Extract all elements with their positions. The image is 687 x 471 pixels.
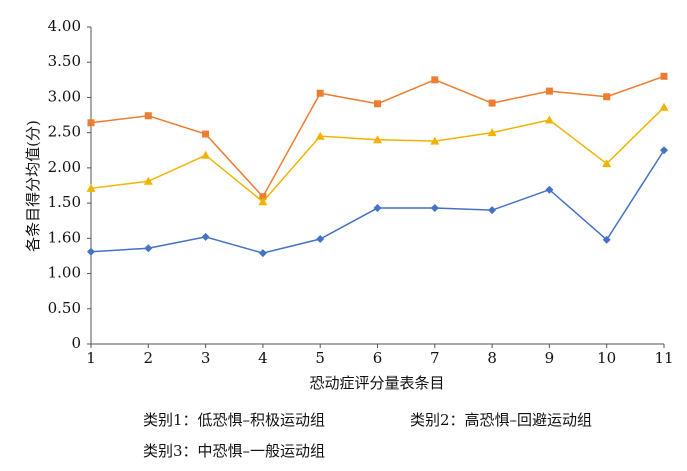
x-tick-label: 5 <box>315 349 325 367</box>
point <box>660 72 668 80</box>
point <box>545 185 554 194</box>
x-tick-label: 8 <box>487 349 497 367</box>
point <box>660 146 668 155</box>
point <box>373 135 382 144</box>
legend-label: 类别3：中恐惧–一般运动组 <box>143 442 325 460</box>
point <box>144 244 153 253</box>
point <box>143 176 153 185</box>
point <box>202 130 210 138</box>
x-tick-label: 4 <box>258 349 268 367</box>
point <box>488 206 497 215</box>
y-tick-label: 2.50 <box>48 123 81 141</box>
y-tick-label: 1.00 <box>48 264 81 282</box>
point <box>87 247 95 256</box>
point <box>201 150 211 159</box>
y-tick-label: 2.00 <box>48 158 81 176</box>
point <box>430 136 440 145</box>
point <box>259 193 267 201</box>
point <box>316 89 324 97</box>
point <box>87 119 95 127</box>
point <box>544 115 554 124</box>
x-tick-label: 6 <box>373 349 383 367</box>
point <box>488 99 496 107</box>
point <box>545 87 553 95</box>
x-tick-label: 10 <box>597 349 616 367</box>
point <box>603 93 611 101</box>
point <box>144 112 152 120</box>
point <box>602 235 611 244</box>
x-tick-label: 3 <box>201 349 211 367</box>
point <box>374 100 381 108</box>
y-tick-label: 4.00 <box>48 17 81 35</box>
point <box>315 131 325 140</box>
x-tick-label: 7 <box>430 349 440 367</box>
point <box>86 183 96 192</box>
x-tick-label: 1 <box>86 349 96 367</box>
point <box>487 128 497 137</box>
y-tick-label: 1.60 <box>48 228 81 246</box>
point <box>201 232 210 241</box>
y-tick-label: 0 <box>71 334 81 352</box>
x-axis-label: 恐动症评分量表条目 <box>309 374 444 392</box>
series-line <box>90 106 665 203</box>
point <box>258 197 268 206</box>
y-tick-label: 0.50 <box>48 299 81 317</box>
x-tick-label: 2 <box>144 349 154 367</box>
legend-label: 类别1：低恐惧–积极运动组 <box>143 411 325 429</box>
point <box>659 102 669 111</box>
point <box>430 204 439 213</box>
x-tick-label: 11 <box>654 349 673 367</box>
y-axis-label: 各条目得分均值(分) <box>24 120 42 252</box>
point <box>373 204 382 213</box>
y-tick-label: 3.50 <box>48 52 81 70</box>
series-line <box>90 149 665 254</box>
point <box>258 249 267 258</box>
x-tick-label: 9 <box>545 349 555 367</box>
point <box>431 76 439 84</box>
y-tick-label: 1.50 <box>48 193 81 211</box>
point <box>602 159 612 168</box>
y-tick-label: 3.00 <box>48 87 81 105</box>
point <box>316 235 325 244</box>
legend-label: 类别2：高恐惧–回避运动组 <box>410 411 592 429</box>
